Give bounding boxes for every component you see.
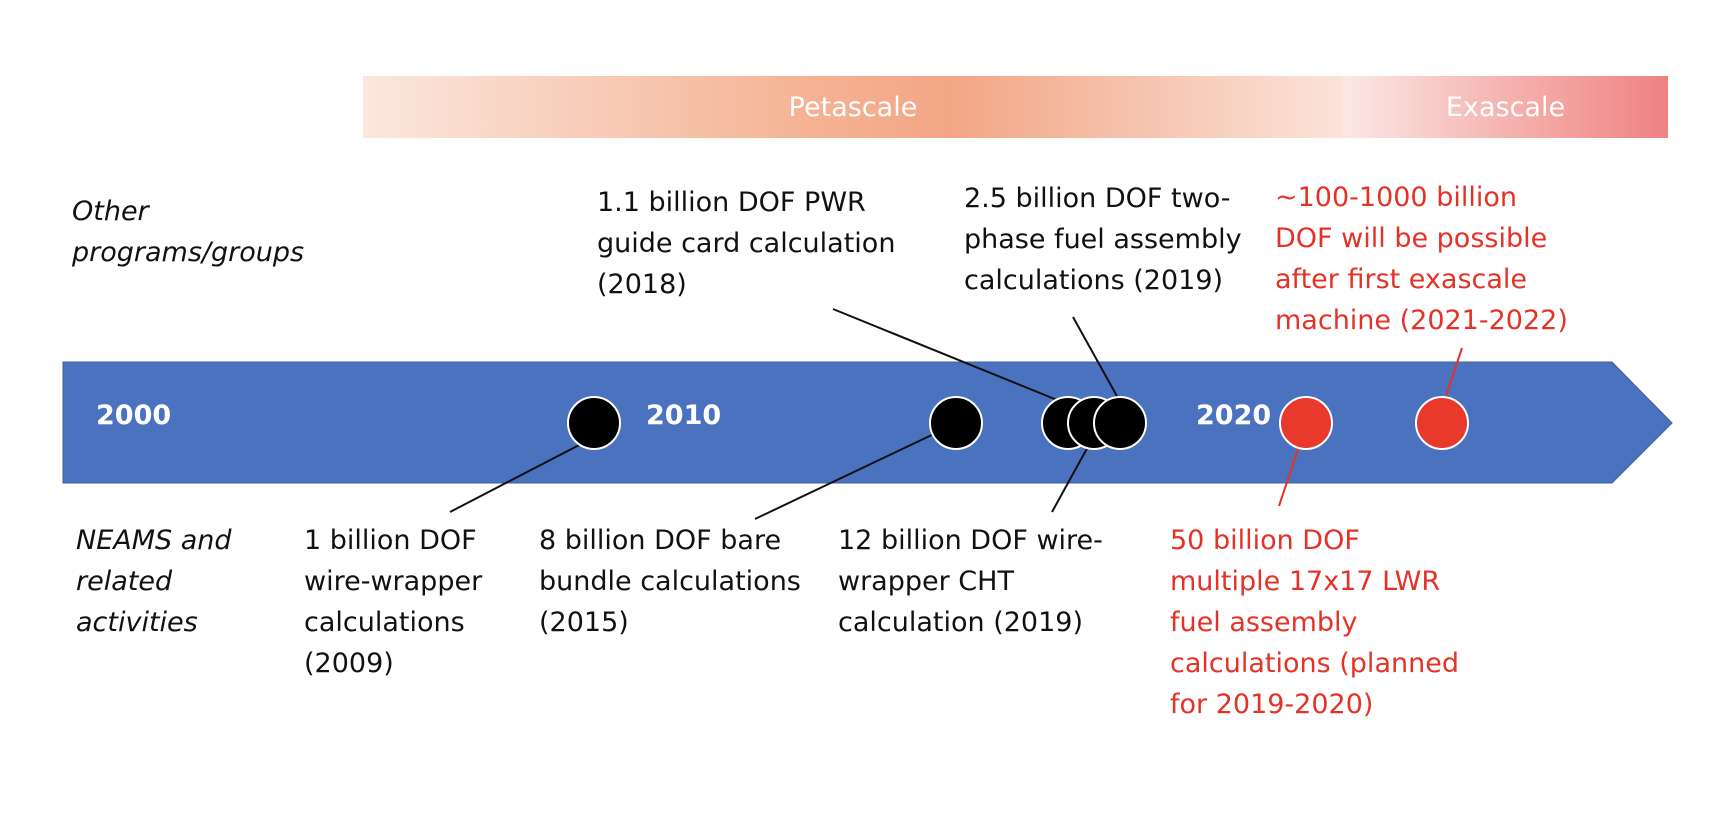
milestone-marker bbox=[1093, 396, 1147, 450]
milestone-label: 2.5 billion DOF two- phase fuel assembly… bbox=[964, 183, 1242, 296]
leader-line bbox=[1051, 442, 1091, 513]
milestone-label: 1 billion DOF wire-wrapper calculations … bbox=[304, 525, 483, 679]
milestone-label: 8 billion DOF bare bundle calculations (… bbox=[539, 525, 801, 638]
other-programs-label: Other programs/groups bbox=[72, 196, 305, 268]
leader-line bbox=[832, 308, 1063, 403]
year-label: 2010 bbox=[646, 400, 722, 431]
planned-marker bbox=[1279, 396, 1333, 450]
planned-milestone-label: ~100-1000 billion DOF will be possible a… bbox=[1275, 182, 1568, 336]
leader-line bbox=[1278, 442, 1301, 507]
exascale-band: Exascale bbox=[1343, 76, 1668, 138]
milestone-marker bbox=[929, 396, 983, 450]
milestone-label: 12 billion DOF wire- wrapper CHT calcula… bbox=[838, 525, 1103, 638]
timeline-arrow bbox=[62, 361, 1673, 484]
exascale-label: Exascale bbox=[1445, 91, 1566, 123]
planned-marker bbox=[1415, 396, 1469, 450]
planned-milestone-label: 50 billion DOF multiple 17x17 LWR fuel a… bbox=[1170, 525, 1459, 720]
petascale-label: Petascale bbox=[788, 91, 918, 123]
petascale-band: Petascale bbox=[363, 76, 1343, 138]
leader-line bbox=[1072, 316, 1119, 399]
neams-label: NEAMS and related activities bbox=[76, 525, 232, 638]
leader-line bbox=[449, 441, 586, 513]
leader-line bbox=[754, 431, 939, 520]
year-label: 2000 bbox=[96, 400, 172, 431]
milestone-marker bbox=[567, 396, 621, 450]
milestone-label: 1.1 billion DOF PWR guide card calculati… bbox=[597, 187, 896, 300]
leader-line bbox=[1445, 347, 1463, 397]
year-label: 2020 bbox=[1196, 400, 1272, 431]
